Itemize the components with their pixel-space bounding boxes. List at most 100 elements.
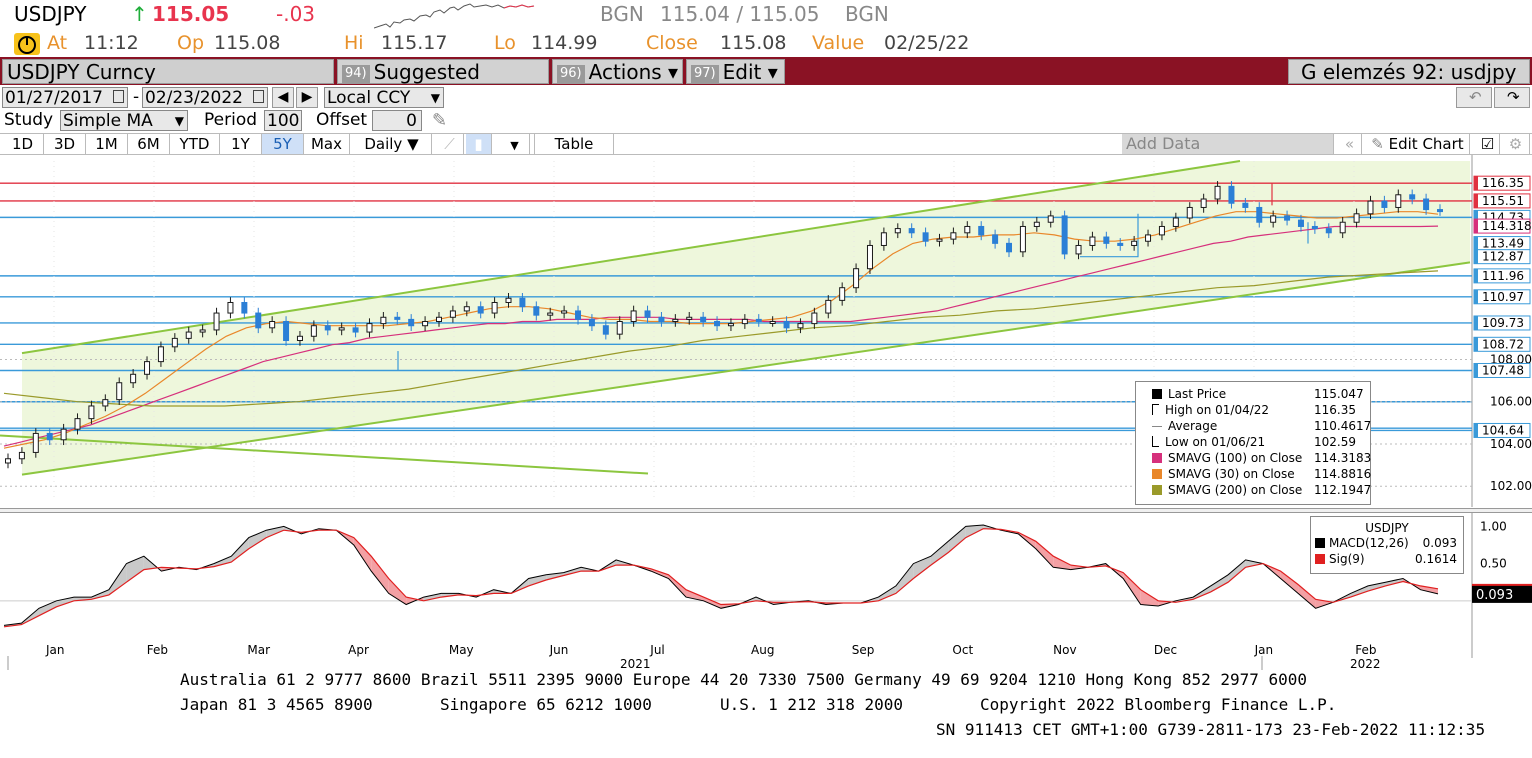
- candle-body: [1325, 228, 1332, 234]
- range-button-max[interactable]: Max: [304, 134, 350, 154]
- macd-last-tag: 0.093: [1472, 583, 1532, 603]
- candle-body: [1145, 234, 1152, 242]
- price-tag-label: 116.35: [1482, 176, 1524, 190]
- candle-body: [1075, 244, 1082, 255]
- legend-label: MACD(12,26): [1329, 536, 1409, 550]
- candle-chart-button[interactable]: ▮: [466, 134, 492, 154]
- price-tag-marker: [1474, 193, 1478, 208]
- x-tick-label: Jul: [649, 643, 664, 657]
- macd-fill: [213, 556, 232, 567]
- range-button-1m[interactable]: 1M: [86, 134, 128, 154]
- legend-marker-icon: [1152, 485, 1162, 495]
- price-tag: 104.64: [1473, 422, 1531, 438]
- legend-marker-icon: [1315, 554, 1325, 564]
- candle-body: [199, 329, 206, 333]
- edit-button[interactable]: 97) Edit ▾: [686, 59, 785, 84]
- macd-fill: [388, 578, 407, 605]
- price-tag-marker: [1474, 315, 1478, 330]
- price-tag-marker: [1474, 210, 1478, 225]
- candle-body: [936, 238, 943, 242]
- period-input[interactable]: 100: [264, 110, 302, 131]
- candle-chart-icon: ▮: [474, 135, 483, 153]
- x-tick-label: Feb: [1355, 643, 1376, 657]
- frequency-select[interactable]: Daily ▼: [352, 134, 432, 154]
- year-label: 2021: [620, 657, 651, 670]
- suggested-charts-button[interactable]: 94)Suggested Charts: [337, 59, 549, 109]
- candle-body: [1117, 242, 1124, 246]
- candle-body: [338, 327, 345, 331]
- scroll-left-button[interactable]: ◀: [272, 87, 294, 108]
- table-button[interactable]: Table: [534, 134, 614, 154]
- price-chart[interactable]: 102.00104.00106.00108.00116.35115.51114.…: [0, 155, 1532, 507]
- chart-type-dropdown[interactable]: ▼: [500, 134, 530, 154]
- trend-line-lower: [21, 261, 1471, 476]
- x-tick-label: May: [449, 643, 474, 657]
- year-label: 2022: [1350, 657, 1381, 670]
- low-label: Lo: [494, 32, 516, 54]
- range-button-1y[interactable]: 1Y: [220, 134, 262, 154]
- start-date-field[interactable]: 01/27/2017: [2, 87, 128, 108]
- add-data-button[interactable]: Add Data: [1122, 134, 1334, 154]
- chart-settings-button[interactable]: ☑: [1476, 134, 1500, 154]
- legend-label: SMAVG (200) on Close: [1168, 483, 1303, 497]
- candle-body: [394, 316, 401, 320]
- range-button-3d[interactable]: 3D: [44, 134, 86, 154]
- candle-body: [116, 382, 123, 401]
- candle-body: [144, 361, 151, 375]
- macd-chart[interactable]: 0.50 1.00 0.093 Jan Feb Mar Apr May Jun Jul Aug Sep…: [0, 513, 1532, 658]
- end-date-field[interactable]: 02/23/2022: [142, 87, 268, 108]
- macd-fill: [651, 568, 669, 579]
- range-button-ytd[interactable]: YTD: [170, 134, 220, 154]
- scroll-right-button[interactable]: ▶: [296, 87, 318, 108]
- range-button-6m[interactable]: 6M: [128, 134, 170, 154]
- collapse-button[interactable]: «: [1338, 134, 1362, 154]
- candle-body: [1284, 215, 1291, 221]
- range-button-1d[interactable]: 1D: [2, 134, 44, 154]
- redo-button[interactable]: ↷: [1494, 87, 1530, 108]
- range-button-5y[interactable]: 5Y: [262, 134, 304, 154]
- actions-button[interactable]: 96) Actions ▾: [552, 59, 683, 84]
- offset-input[interactable]: 0: [372, 110, 422, 131]
- macd-fill: [1420, 585, 1438, 594]
- legend-label: Sig(9): [1329, 552, 1365, 566]
- macd-fill: [563, 567, 582, 576]
- chevron-left-icon: ◀: [277, 89, 289, 105]
- price-tag: 111.96: [1473, 268, 1531, 284]
- edit-chart-button[interactable]: ✎ Edit Chart: [1366, 134, 1470, 154]
- pencil-icon[interactable]: ✎: [432, 110, 448, 131]
- legend-entry: SMAVG (200) on Close 112.1947: [1152, 482, 1371, 498]
- candle-body: [547, 312, 554, 316]
- price-tag: 107.48: [1473, 362, 1531, 378]
- candle-body: [1158, 225, 1165, 236]
- legend-marker-icon: [1315, 538, 1325, 548]
- study-select[interactable]: Simple MA ▼: [60, 110, 188, 131]
- candle-body: [922, 232, 929, 242]
- undo-button[interactable]: ↶: [1456, 87, 1492, 108]
- candle-body: [1186, 206, 1193, 219]
- pane-divider[interactable]: [0, 508, 1532, 513]
- price-tag: 115.51: [1473, 193, 1531, 209]
- price-tag-marker: [1474, 249, 1478, 264]
- line-chart-button[interactable]: ⟋: [436, 134, 464, 154]
- candle-body: [1409, 194, 1416, 200]
- candle-body: [32, 432, 39, 453]
- moving-average-line: [3, 211, 1439, 449]
- currency-select[interactable]: Local CCY ▼: [324, 87, 444, 108]
- chevron-right-icon: ▶: [301, 89, 313, 105]
- security-field[interactable]: USDJPY Curncy: [2, 59, 334, 84]
- actions-label: Actions ▾: [588, 60, 679, 84]
- chevron-down-icon: ▼: [430, 91, 440, 105]
- legend-label: High on 01/04/22: [1165, 403, 1270, 417]
- candle-body: [18, 451, 25, 460]
- calendar-icon[interactable]: [253, 90, 264, 103]
- gear-button[interactable]: ⚙: [1502, 134, 1530, 154]
- macd-fill: [1350, 585, 1369, 598]
- calendar-icon[interactable]: [113, 90, 124, 103]
- offset-value: 0: [406, 111, 417, 131]
- price-tag: 113.49: [1473, 236, 1531, 252]
- pencil-icon: ✎: [1371, 135, 1389, 153]
- moving-average-line: [3, 225, 1439, 447]
- candle-body: [797, 323, 804, 329]
- y-tick-label: 102.00: [1490, 479, 1532, 493]
- legend-label: Last Price: [1168, 387, 1227, 401]
